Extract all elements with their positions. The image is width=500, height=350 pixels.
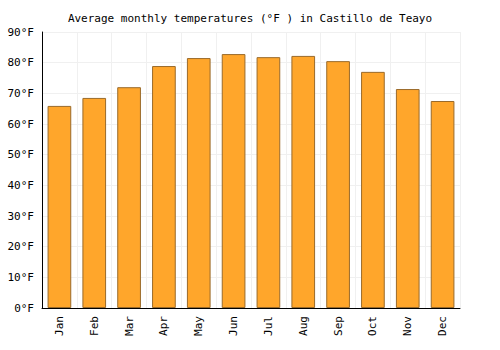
svg-text:Dec: Dec xyxy=(436,316,449,336)
svg-text:Aug: Aug xyxy=(297,316,310,336)
svg-text:50°F: 50°F xyxy=(8,148,35,161)
svg-text:Oct: Oct xyxy=(366,316,379,336)
svg-text:90°F: 90°F xyxy=(8,26,35,39)
svg-text:20°F: 20°F xyxy=(8,240,35,253)
svg-text:Jan: Jan xyxy=(53,316,66,336)
svg-text:Jun: Jun xyxy=(227,316,240,336)
svg-text:80°F: 80°F xyxy=(8,56,35,69)
svg-text:Sep: Sep xyxy=(332,316,345,336)
svg-text:30°F: 30°F xyxy=(8,210,35,223)
svg-text:Feb: Feb xyxy=(88,316,101,336)
svg-text:40°F: 40°F xyxy=(8,179,35,192)
svg-text:Nov: Nov xyxy=(401,316,414,336)
svg-text:60°F: 60°F xyxy=(8,118,35,131)
svg-text:Apr: Apr xyxy=(157,316,170,336)
svg-text:Jul: Jul xyxy=(262,316,275,336)
svg-text:10°F: 10°F xyxy=(8,271,35,284)
svg-text:May: May xyxy=(192,316,205,336)
svg-text:Mar: Mar xyxy=(123,316,136,336)
svg-text:0°F: 0°F xyxy=(14,302,34,315)
svg-text:70°F: 70°F xyxy=(8,87,35,100)
svg-text:Average monthly temperatures (: Average monthly temperatures (°F ) in Ca… xyxy=(68,12,432,25)
